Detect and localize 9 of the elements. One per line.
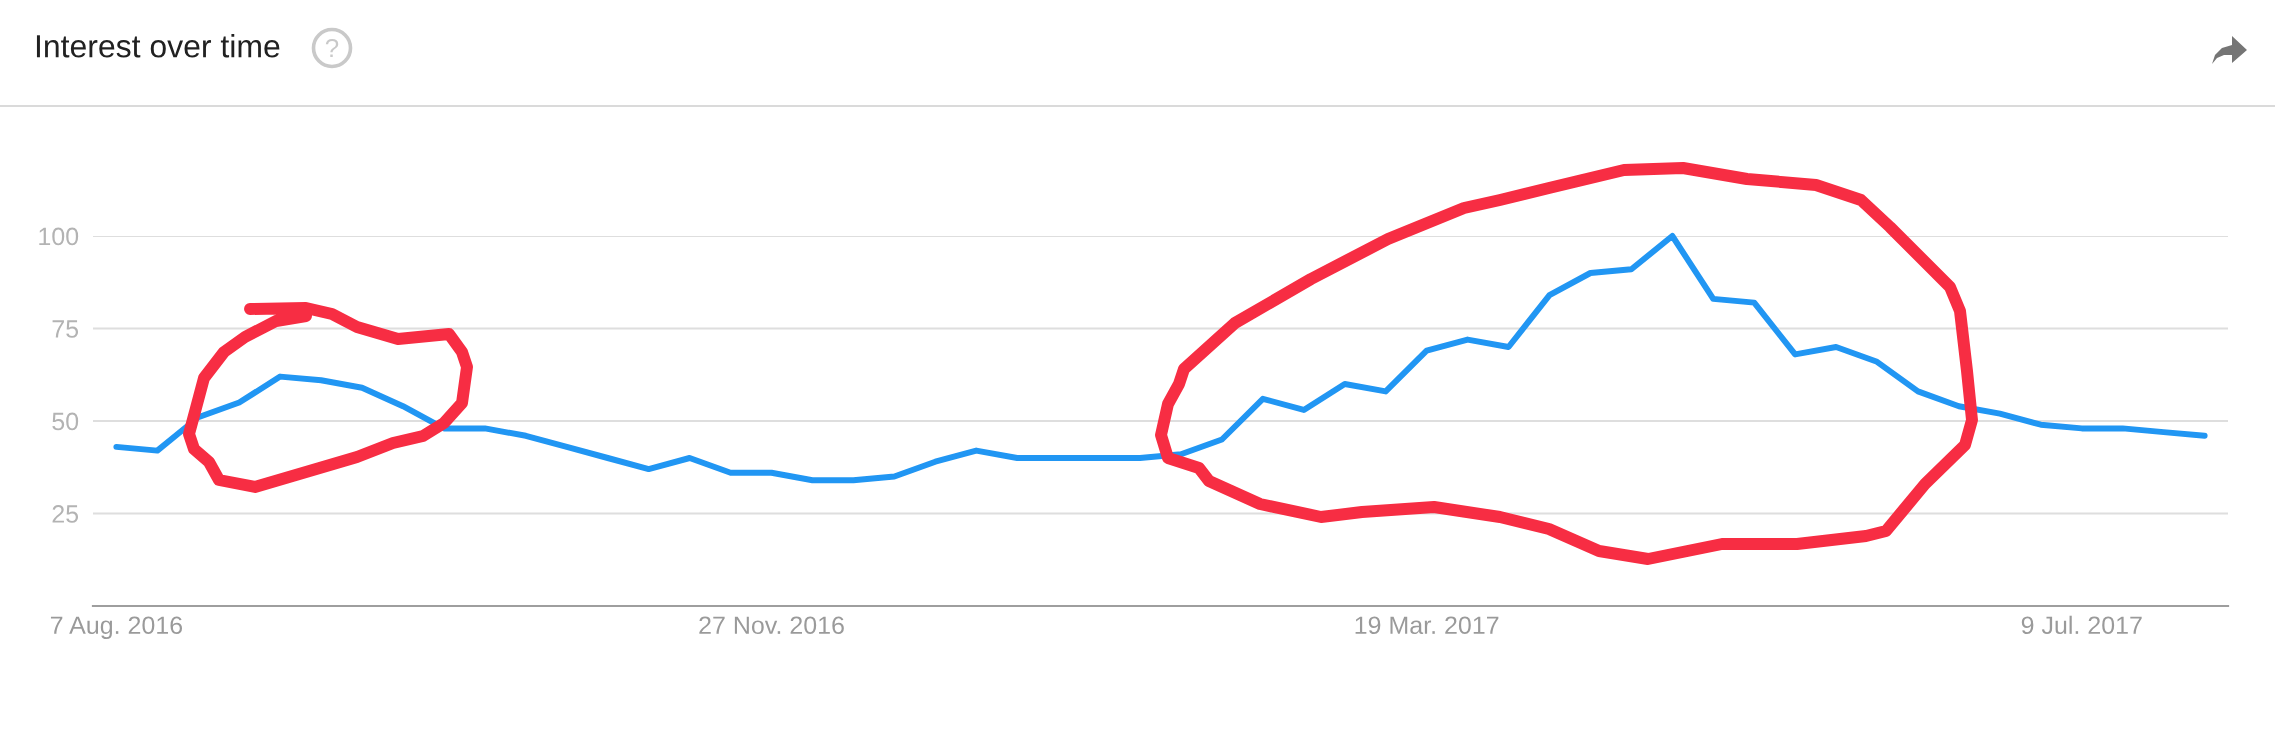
y-tick-label: 50 xyxy=(52,412,79,431)
y-tick-label: 75 xyxy=(52,320,79,338)
x-tick-label: 19 Mar. 2017 xyxy=(1355,616,1499,635)
x-tick-label: 7 Aug. 2016 xyxy=(50,616,183,640)
y-tick-label: 100 xyxy=(39,227,79,246)
x-tick-label: 27 Nov. 2016 xyxy=(699,616,844,635)
chart-title: Interest over time xyxy=(36,34,280,58)
x-tick-label: 9 Jul. 2017 xyxy=(2021,615,2142,635)
y-tick-label: 25 xyxy=(52,505,79,523)
